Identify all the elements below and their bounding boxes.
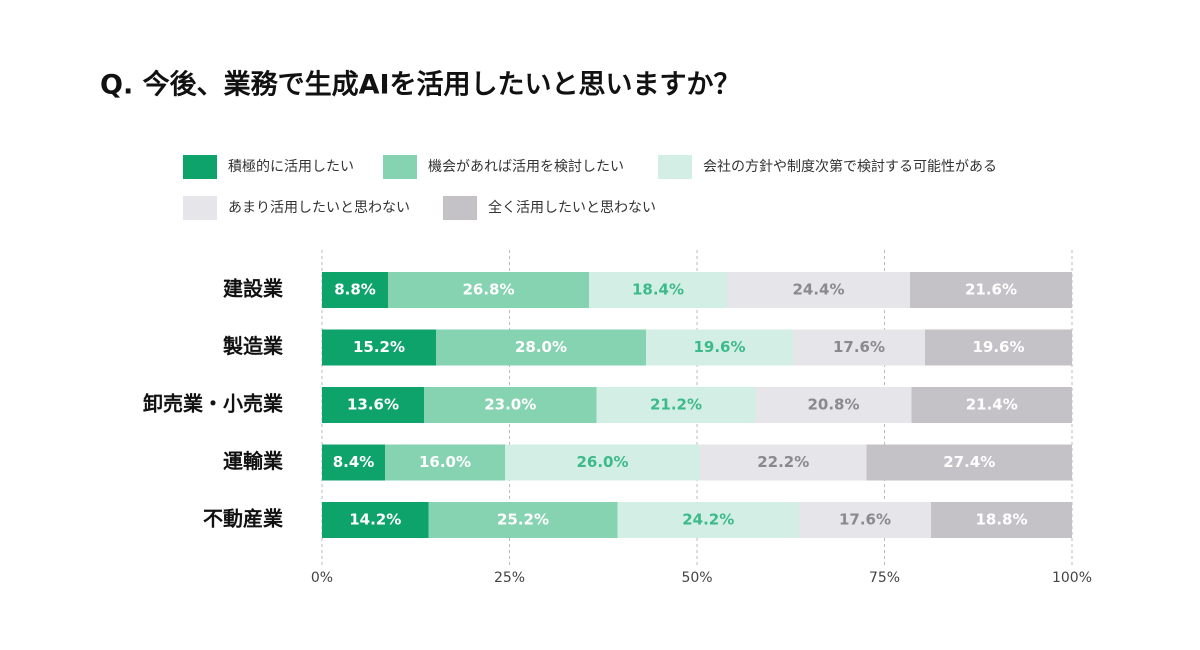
value-label: 21.4% — [966, 396, 1018, 414]
value-label: 19.6% — [972, 338, 1024, 356]
bar-segment — [322, 387, 424, 423]
bar-segment — [322, 444, 385, 481]
value-label: 21.6% — [965, 281, 1017, 299]
value-label: 21.2% — [650, 396, 702, 414]
x-tick-label: 100% — [1052, 570, 1092, 586]
bar-segment — [424, 387, 597, 423]
category-label: 卸売業・小売業 — [143, 392, 284, 416]
value-label: 8.8% — [334, 281, 376, 299]
chart-title: Q. 今後、業務で生成AIを活用したいと思いますか？ — [100, 69, 741, 101]
value-label: 19.6% — [693, 338, 745, 356]
bar-segment — [799, 502, 931, 538]
legend-label: あまり活用したいと思わない — [228, 200, 410, 216]
bar-segment — [388, 272, 589, 308]
value-label: 24.2% — [682, 511, 734, 529]
bar-segment — [700, 444, 867, 481]
value-label: 23.0% — [484, 396, 536, 414]
value-label: 15.2% — [353, 338, 405, 356]
value-label: 20.8% — [807, 396, 859, 414]
bar-segment — [727, 272, 910, 308]
value-label: 28.0% — [515, 338, 567, 356]
legend-swatch — [183, 196, 217, 220]
bar-segment — [505, 444, 700, 481]
x-tick-label: 75% — [869, 570, 900, 586]
value-label: 13.6% — [347, 396, 399, 414]
bar-segment — [866, 444, 1072, 481]
value-label: 17.6% — [833, 338, 885, 356]
bar-segment — [911, 387, 1072, 423]
value-label: 25.2% — [497, 511, 549, 529]
legend-swatch — [443, 196, 477, 220]
value-label: 18.4% — [632, 281, 684, 299]
value-label: 24.4% — [792, 281, 844, 299]
category-label: 運輸業 — [223, 449, 284, 473]
x-tick-label: 50% — [681, 570, 712, 586]
value-label: 22.2% — [757, 453, 809, 471]
category-label: 製造業 — [223, 334, 284, 358]
bar-segment — [910, 272, 1072, 308]
bar-segment — [589, 272, 727, 308]
bar-segment — [931, 502, 1072, 538]
bar-segment — [793, 329, 925, 366]
bar-segment — [385, 444, 505, 481]
bar-segment — [617, 502, 799, 538]
legend-label: 機会があれば活用を検討したい — [428, 159, 624, 175]
value-label: 18.8% — [975, 511, 1027, 529]
bar-segment — [646, 329, 793, 366]
bar-segment — [322, 502, 429, 538]
legend-swatch — [658, 155, 692, 179]
value-label: 26.8% — [462, 281, 514, 299]
category-label: 建設業 — [223, 277, 284, 301]
bar-segment — [322, 329, 436, 366]
value-label: 16.0% — [419, 453, 471, 471]
x-tick-label: 25% — [494, 570, 525, 586]
bar-segment — [322, 272, 388, 308]
value-label: 17.6% — [839, 511, 891, 529]
value-label: 26.0% — [576, 453, 628, 471]
legend-swatch — [383, 155, 417, 179]
bar-segment — [436, 329, 646, 366]
bar-segment — [428, 502, 618, 538]
legend-swatch — [183, 155, 217, 179]
value-label: 8.4% — [333, 453, 375, 471]
legend-label: 全く活用したいと思わない — [488, 199, 656, 216]
value-label: 14.2% — [349, 511, 401, 529]
category-label: 不動産業 — [203, 507, 284, 531]
legend-label: 会社の方針や制度次第で検討する可能性がある — [703, 158, 997, 175]
value-label: 27.4% — [943, 453, 995, 471]
legend-label: 積極的に活用したい — [228, 159, 354, 175]
bar-segment — [755, 387, 912, 423]
x-tick-label: 0% — [311, 570, 333, 586]
bar-segment — [596, 387, 756, 423]
bar-segment — [925, 329, 1072, 366]
